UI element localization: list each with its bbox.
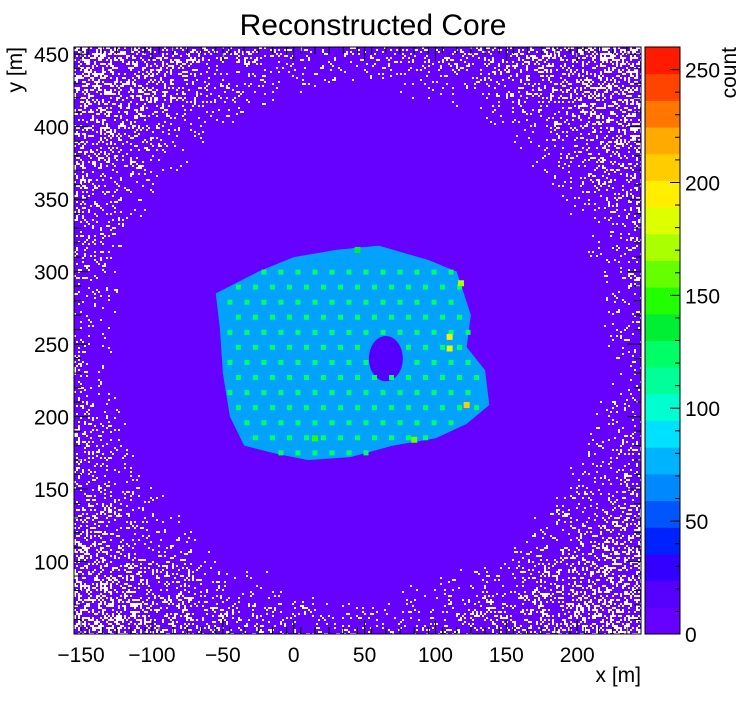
color-scale-band [645, 447, 680, 475]
color-scale-band [645, 340, 680, 368]
color-scale-tick-label: 150 [685, 285, 720, 308]
y-axis: 100 150 200 250 300 350 400 450 [34, 44, 641, 621]
x-tick-label: −150 [57, 644, 104, 667]
color-scale-tick-label: 250 [685, 60, 720, 83]
color-scale-band [645, 607, 680, 635]
color-scale-tick-label: 50 [685, 511, 708, 534]
color-scale-band [645, 73, 680, 101]
sparse-bins-layer [74, 47, 641, 634]
x-tick-label: 0 [288, 644, 300, 667]
color-scale-band [645, 287, 680, 315]
x-tick-label: 200 [560, 644, 595, 667]
color-scale-band [645, 233, 680, 261]
hot-spot [463, 401, 470, 408]
y-axis-label: y [m] [4, 47, 27, 93]
color-scale-tick-label: 200 [685, 172, 720, 195]
color-scale-band [645, 580, 680, 608]
plot-area [74, 47, 641, 634]
hot-spot [446, 333, 453, 340]
color-scale-band [645, 207, 680, 235]
y-tick-label: 400 [34, 117, 69, 140]
color-scale-band [645, 500, 680, 528]
x-tick-label: 150 [489, 644, 524, 667]
x-axis: −150 −100 −50 0 50 100 150 200 [57, 47, 642, 667]
color-scale-band [645, 527, 680, 555]
x-tick-label: −50 [205, 644, 241, 667]
y-tick-label: 300 [34, 262, 69, 285]
x-axis-label: x [m] [596, 664, 642, 687]
core-footprint [215, 245, 490, 461]
color-scale-band [645, 313, 680, 341]
hot-spot [354, 246, 361, 253]
color-scale-band [645, 473, 680, 502]
color-scale-band [645, 260, 680, 288]
color-scale-bar [644, 46, 681, 635]
color-scale-band [645, 47, 680, 75]
y-tick-label: 350 [34, 189, 69, 212]
core-hole [368, 336, 403, 382]
y-tick-label: 150 [34, 479, 69, 502]
color-scale-band [645, 420, 680, 448]
color-scale-tick-label: 100 [685, 398, 720, 421]
y-tick-label: 200 [34, 407, 69, 430]
detector-grid-points [227, 269, 480, 456]
color-scale-band [645, 553, 680, 582]
chart-title: Reconstructed Core [240, 9, 507, 42]
color-scale-band [645, 153, 680, 181]
hot-spot [446, 345, 453, 352]
x-tick-label: 50 [353, 644, 376, 667]
x-tick-label: 100 [418, 644, 453, 667]
hot-spot [457, 280, 464, 287]
hot-spot [311, 435, 318, 442]
color-scale-band [645, 127, 680, 155]
y-tick-label: 450 [34, 44, 69, 67]
sparse-bins [74, 47, 641, 634]
color-scale-band [645, 367, 680, 395]
core-footprint-layer [215, 245, 490, 461]
color-scale-axis: 0 50 100 150 200 250 [670, 60, 720, 647]
color-scale-band [645, 393, 680, 422]
detector-grid-layer [227, 246, 480, 456]
x-tick-label: −100 [128, 644, 175, 667]
hot-spot [411, 436, 418, 443]
y-tick-label: 100 [34, 552, 69, 575]
color-scale-label: count [718, 47, 741, 99]
y-tick-label: 250 [34, 334, 69, 357]
color-scale-band [645, 180, 680, 208]
color-scale-tick-label: 0 [685, 624, 697, 647]
color-scale-band [645, 100, 680, 128]
